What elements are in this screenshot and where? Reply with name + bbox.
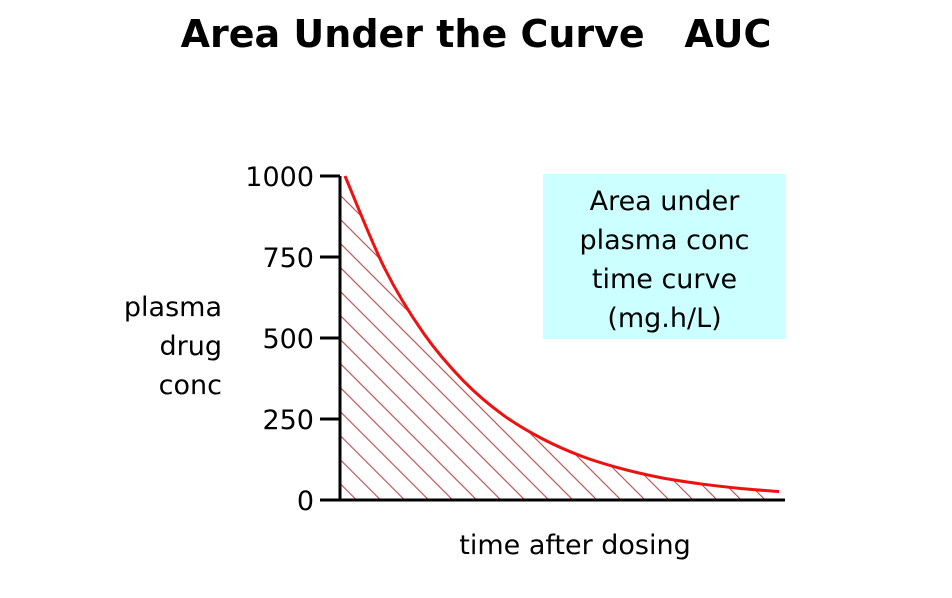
y-tick-label: 250: [262, 405, 314, 436]
y-tick-label: 500: [262, 324, 314, 355]
auc-hatched-area: [340, 176, 783, 500]
y-tick-label: 750: [262, 243, 314, 274]
tick-layer: 0 250 500 750 1000: [245, 162, 340, 517]
y-tick-label: 0: [297, 486, 314, 517]
area-layer: [340, 176, 783, 500]
y-tick-label: 1000: [245, 162, 314, 193]
